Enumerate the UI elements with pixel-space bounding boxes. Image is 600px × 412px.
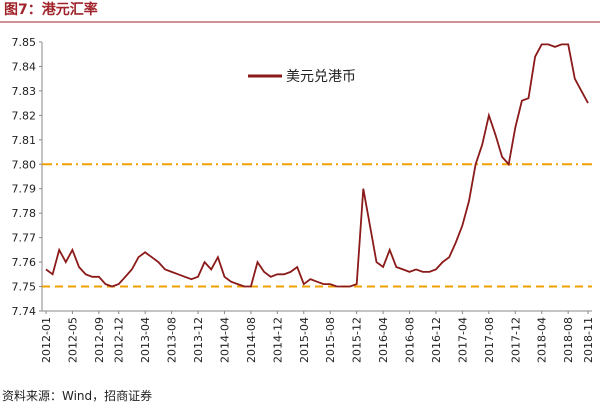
x-tick-label: 2015-04 bbox=[298, 317, 311, 363]
y-tick-label: 7.74 bbox=[12, 305, 37, 318]
y-tick-label: 7.83 bbox=[12, 85, 37, 98]
x-tick-label: 2015-12 bbox=[351, 317, 364, 363]
x-tick-label: 2018-08 bbox=[562, 317, 575, 363]
x-tick-label: 2013-08 bbox=[166, 317, 179, 363]
x-tick-label: 2014-12 bbox=[271, 317, 284, 363]
x-tick-label: 2016-08 bbox=[404, 317, 417, 363]
y-tick-label: 7.81 bbox=[12, 134, 37, 147]
y-tick-label: 7.76 bbox=[12, 256, 37, 269]
x-tick-label: 2017-08 bbox=[483, 317, 496, 363]
legend-label: 美元兑港币 bbox=[286, 69, 356, 85]
x-tick-label: 2013-04 bbox=[139, 317, 152, 363]
x-tick-label: 2012-09 bbox=[93, 317, 106, 363]
y-tick-label: 7.75 bbox=[12, 281, 37, 294]
y-tick-label: 7.80 bbox=[12, 158, 37, 171]
y-tick-label: 7.79 bbox=[12, 183, 37, 196]
y-tick-label: 7.78 bbox=[12, 207, 37, 220]
x-tick-label: 2016-12 bbox=[430, 317, 443, 363]
x-tick-label: 2018-04 bbox=[536, 317, 549, 363]
x-tick-label: 2014-04 bbox=[218, 317, 231, 363]
y-tick-label: 7.85 bbox=[12, 36, 37, 49]
series-line bbox=[45, 43, 589, 288]
x-tick-label: 2018-11 bbox=[582, 317, 595, 363]
y-tick-label: 7.82 bbox=[12, 109, 37, 122]
x-tick-label: 2012-12 bbox=[113, 317, 126, 363]
x-tick-label: 2013-12 bbox=[192, 317, 205, 363]
x-tick-label: 2015-08 bbox=[324, 317, 337, 363]
x-tick-label: 2016-04 bbox=[377, 317, 390, 363]
chart-title: 图7：港元汇率 bbox=[4, 1, 98, 18]
x-tick-label: 2012-05 bbox=[66, 317, 79, 363]
x-tick-label: 2012-01 bbox=[40, 317, 53, 363]
x-tick-label: 2017-04 bbox=[456, 317, 469, 363]
x-tick-label: 2014-08 bbox=[245, 317, 258, 363]
y-tick-label: 7.84 bbox=[12, 60, 37, 73]
x-tick-label: 2017-12 bbox=[509, 317, 522, 363]
y-tick-label: 7.77 bbox=[12, 232, 37, 245]
source: 资料来源：Wind，招商证券 bbox=[2, 388, 152, 403]
